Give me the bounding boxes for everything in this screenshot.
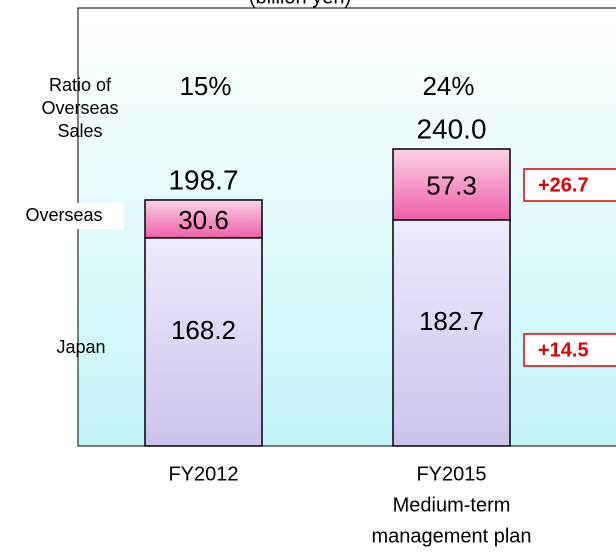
x-tick-label: management plan <box>371 525 531 547</box>
segment-value-label: 168.2 <box>171 315 236 345</box>
difference-box <box>523 168 616 202</box>
ratio-label: 15% <box>179 71 231 101</box>
unit-label: (billion yen) <box>249 0 351 8</box>
label-background <box>8 203 124 229</box>
ratio-title: Ratio of <box>49 75 112 95</box>
difference-label: +14.5 <box>538 339 589 361</box>
total-label: 198.7 <box>168 164 238 195</box>
bar-segment <box>392 219 511 447</box>
difference-label: +26.7 <box>538 174 589 196</box>
bar-segment <box>392 148 511 221</box>
legend-label: Overseas <box>25 205 102 225</box>
bar-segment <box>144 237 263 447</box>
ratio-label: 24% <box>422 71 474 101</box>
segment-value-label: 182.7 <box>419 306 484 336</box>
segment-value-label: 57.3 <box>426 170 477 200</box>
x-tick-label: Medium-term <box>393 494 511 516</box>
x-tick-label: FY2015 <box>416 463 486 485</box>
bar-segment <box>144 199 263 239</box>
legend-label: Japan <box>56 337 105 357</box>
x-tick-label: FY2012 <box>168 463 238 485</box>
segment-value-label: 30.6 <box>178 205 229 235</box>
ratio-title: Sales <box>57 121 102 141</box>
difference-box <box>523 333 616 367</box>
total-label: 240.0 <box>416 113 486 144</box>
ratio-title: Overseas <box>41 98 118 118</box>
